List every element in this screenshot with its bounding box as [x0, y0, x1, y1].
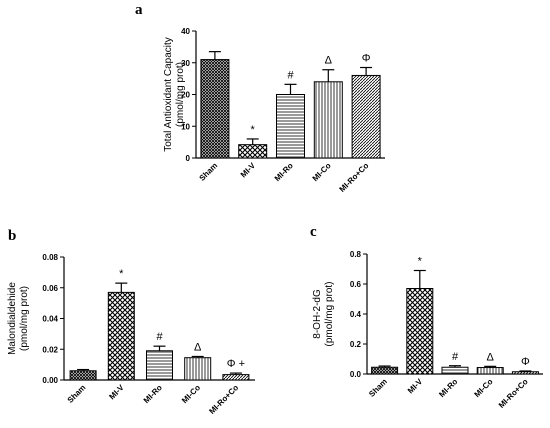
- y-axis-label-line: Total Antioxidant Capacity: [163, 37, 174, 152]
- category-label: MI-Ro: [273, 161, 295, 183]
- category-label: MI-Co: [180, 383, 202, 405]
- chart-panel-c: c 0.0 0.2 0.4 0.6 0.8 8-OH-2-dG(pmol/mg prot) S…: [310, 224, 543, 410]
- significance-marker: Φ +: [227, 358, 245, 370]
- y-tick-label: 40: [181, 27, 190, 36]
- y-tick-label: 0.00: [42, 376, 58, 385]
- bar-mi-ro-co: [222, 374, 250, 381]
- y-tick-label: 0.4: [350, 310, 362, 319]
- y-tick-label: 10: [181, 122, 190, 131]
- significance-marker: Φ: [362, 53, 371, 65]
- y-axis-label-line: 8-OH-2-dG: [312, 289, 323, 339]
- y-tick-label: 0.8: [350, 250, 362, 259]
- y-axis-label: 8-OH-2-dG(pmol/mg prot): [312, 281, 335, 346]
- y-tick-label: 0.0: [350, 370, 362, 379]
- significance-marker: *: [251, 124, 256, 136]
- y-tick-label: 0.2: [350, 340, 362, 349]
- category-label: MI-Ro+Co: [338, 161, 371, 194]
- bar-mi-co: [184, 357, 212, 381]
- significance-marker: #: [156, 331, 163, 343]
- category-label: MI-Ro+Co: [497, 377, 530, 410]
- significance-marker: #: [287, 69, 294, 81]
- bar-mi-co: [476, 367, 504, 375]
- bar-sham: [200, 59, 230, 159]
- significance-marker: Δ: [194, 341, 202, 353]
- category-label: Sham: [367, 377, 389, 399]
- y-tick-label: 0.06: [42, 284, 58, 293]
- y-tick-label: 0.08: [42, 253, 58, 262]
- bar-mi-ro: [441, 366, 469, 375]
- y-tick-label: 0.6: [350, 280, 362, 289]
- bar-sham: [371, 366, 399, 375]
- significance-marker: Δ: [325, 55, 333, 67]
- category-label: MI-Ro+Co: [207, 383, 240, 416]
- category-label: MI-V: [239, 161, 258, 180]
- significance-marker: *: [418, 256, 423, 268]
- bar-mi-ro: [146, 350, 173, 381]
- bar-sham: [69, 370, 97, 381]
- y-axis-label-line: Malondialdehide: [7, 282, 18, 355]
- category-label: MI-V: [107, 383, 126, 402]
- category-label: MI-Ro: [142, 383, 164, 405]
- y-axis-label-line: (pmol/mg prot): [175, 62, 186, 127]
- y-tick-label: 0.02: [42, 345, 58, 354]
- bar-mi-v: [406, 288, 434, 375]
- bar-mi-ro-co: [351, 74, 381, 159]
- y-tick-label: 30: [181, 59, 190, 68]
- y-tick-label: 20: [181, 91, 190, 100]
- significance-marker: Φ: [521, 356, 530, 368]
- bar-mi-ro-co: [511, 371, 539, 375]
- significance-marker: *: [119, 268, 124, 280]
- bar-mi-co: [313, 81, 343, 159]
- bar-mi-v: [107, 291, 135, 381]
- category-label: Sham: [66, 383, 88, 405]
- panel-letter: a: [135, 2, 143, 18]
- category-label: MI-V: [406, 377, 425, 396]
- y-axis-label: Total Antioxidant Capacity(pmol/mg prot): [163, 37, 186, 152]
- chart-panel-b: b 0.00 0.02 0.04 0.06 0.08 Malondialdehide(pmo…: [7, 228, 255, 416]
- category-label: MI-Ro: [437, 377, 459, 399]
- y-tick-label: 0.04: [42, 315, 58, 324]
- significance-marker: Δ: [487, 351, 495, 363]
- y-axis-label: Malondialdehide(pmol/mg prot): [7, 282, 30, 355]
- y-axis-label-line: (pmol/mg prot): [324, 281, 335, 346]
- panel-letter: c: [310, 224, 317, 240]
- category-label: MI-Co: [311, 161, 333, 183]
- panel-letter: b: [8, 228, 16, 244]
- y-tick-label: 0: [186, 154, 191, 163]
- bar-mi-ro: [276, 94, 305, 159]
- bar-mi-v: [238, 144, 268, 159]
- category-label: Sham: [198, 161, 220, 183]
- significance-marker: #: [452, 351, 459, 363]
- category-label: MI-Co: [473, 377, 495, 399]
- y-axis-label-line: (pmol/mg prot): [19, 286, 30, 351]
